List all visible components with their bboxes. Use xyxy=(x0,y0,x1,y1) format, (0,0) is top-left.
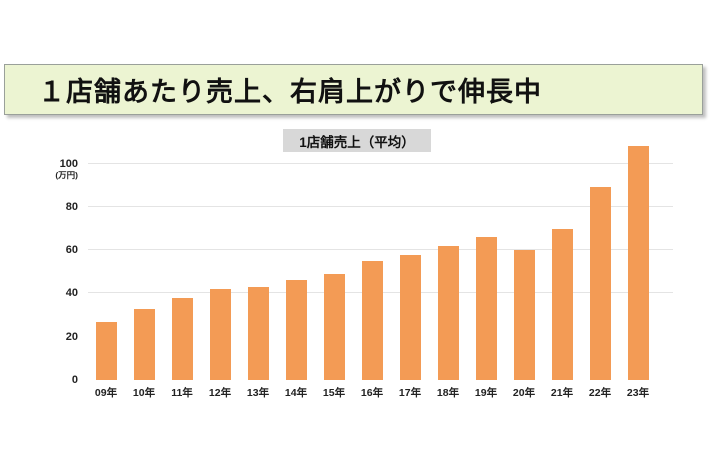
x-tick-label-12年: 12年 xyxy=(208,387,232,399)
y-tick-label-80: 80 xyxy=(65,200,78,213)
y-axis-unit-label: (万円) xyxy=(55,169,78,180)
gridline-60 xyxy=(88,249,673,251)
x-tick-label-16年: 16年 xyxy=(360,387,384,399)
headline-banner: １店舗あたり売上、右肩上がりで伸長中 xyxy=(4,64,703,115)
bar-13年 xyxy=(247,287,269,380)
x-tick-label-23年: 23年 xyxy=(626,387,650,399)
bar-19年 xyxy=(475,237,497,380)
x-tick-label-22年: 22年 xyxy=(588,387,612,399)
bar-18年 xyxy=(437,246,459,380)
x-tick-label-09年: 09年 xyxy=(94,387,118,399)
bar-12年 xyxy=(209,289,231,380)
bar-21年 xyxy=(551,229,573,380)
bar-16年 xyxy=(361,261,383,380)
headline-text: １店舗あたり売上、右肩上がりで伸長中 xyxy=(38,77,542,107)
bar-23年 xyxy=(627,146,649,380)
y-tick-label-100: 100 xyxy=(59,157,78,170)
bar-09年 xyxy=(95,322,117,380)
x-tick-label-15年: 15年 xyxy=(322,387,346,399)
y-tick-label-60: 60 xyxy=(65,244,78,257)
y-tick-label-40: 40 xyxy=(65,287,78,300)
plot-area xyxy=(88,142,673,380)
x-tick-label-11年: 11年 xyxy=(171,387,193,399)
bar-17年 xyxy=(399,255,421,380)
bar-22年 xyxy=(589,187,611,380)
bar-20年 xyxy=(513,250,535,380)
bar-10年 xyxy=(133,309,155,380)
chart-title: 1店舗売上（平均） xyxy=(283,129,431,152)
x-tick-label-10年: 10年 xyxy=(132,387,156,399)
bar-11年 xyxy=(171,298,193,380)
bar-15年 xyxy=(323,274,345,380)
x-tick-label-21年: 21年 xyxy=(550,387,574,399)
x-tick-label-19年: 19年 xyxy=(474,387,498,399)
x-tick-label-17年: 17年 xyxy=(398,387,422,399)
gridline-80 xyxy=(88,205,673,207)
x-tick-label-13年: 13年 xyxy=(246,387,270,399)
x-tick-label-14年: 14年 xyxy=(284,387,308,399)
x-tick-label-20年: 20年 xyxy=(512,387,536,399)
x-tick-label-18年: 18年 xyxy=(436,387,460,399)
gridline-100 xyxy=(88,162,673,164)
y-tick-label-0: 0 xyxy=(71,374,78,386)
bar-14年 xyxy=(285,280,307,380)
y-tick-label-20: 20 xyxy=(65,330,78,343)
